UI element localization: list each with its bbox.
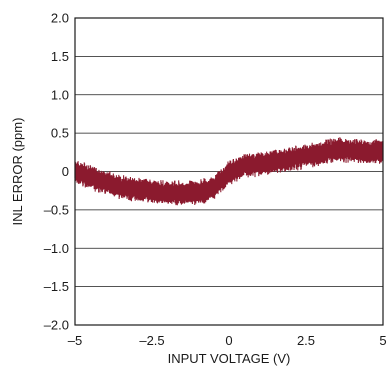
y-tick-label: –1.5: [44, 279, 69, 294]
x-tick-label: 5: [379, 333, 386, 348]
y-tick-label: 0: [62, 164, 69, 179]
y-tick-label: 0.5: [51, 126, 69, 141]
y-axis-label: INL ERROR (ppm): [10, 118, 25, 226]
x-tick-label: 0: [225, 333, 232, 348]
x-tick-label: 2.5: [297, 333, 315, 348]
y-tick-label: –1.0: [44, 241, 69, 256]
y-tick-label: 2.0: [51, 11, 69, 26]
grid-layer: [75, 55, 383, 288]
y-tick-label: 1.5: [51, 49, 69, 64]
x-axis-label: INPUT VOLTAGE (V): [168, 351, 291, 366]
y-tick-label: –2.0: [44, 318, 69, 333]
y-tick-label: 1.0: [51, 87, 69, 102]
x-tick-label: –2.5: [139, 333, 164, 348]
x-tick-labels: –5 –2.5 0 2.5 5: [68, 333, 387, 348]
x-tick-label: –5: [68, 333, 82, 348]
plot-frame: [74, 17, 384, 326]
y-tick-labels: 2.0 1.5 1.0 0.5 0 –0.5 –1.0 –1.5 –2.0: [44, 11, 69, 333]
y-tick-label: –0.5: [44, 202, 69, 217]
